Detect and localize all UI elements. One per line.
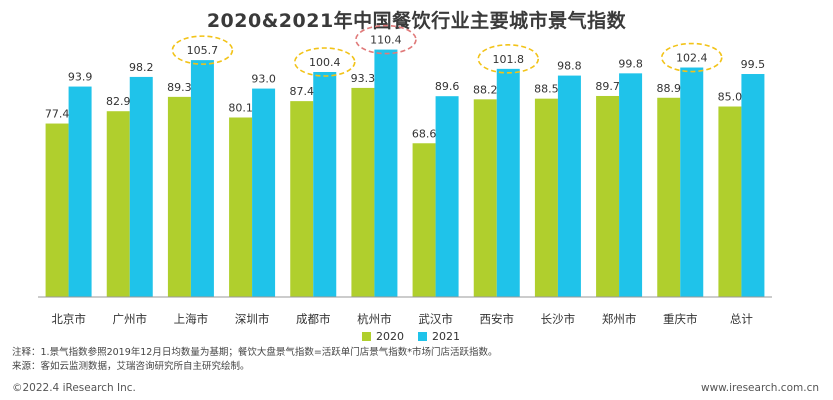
bar-2021-6 xyxy=(435,96,459,297)
highlight-ellipse-2 xyxy=(171,35,234,65)
bar-2021-11 xyxy=(741,74,765,297)
bar-2021-2 xyxy=(190,60,214,298)
bar-2020-3 xyxy=(229,117,253,298)
value-label-2021-7: 101.8 xyxy=(493,53,525,66)
value-label-2021-4: 100.4 xyxy=(309,56,341,69)
bar-chart: 77.4 93.9 82.9 98.2 89.3 105.7 80.1 93.0 87.4 100… xyxy=(38,24,772,326)
legend-label-2021: 2021 xyxy=(432,330,460,343)
bar-2020-10 xyxy=(657,97,681,297)
bar-2021-5 xyxy=(374,49,398,298)
value-label-2021-10: 102.4 xyxy=(676,52,708,65)
bar-2021-1 xyxy=(129,76,153,297)
bar-2021-0 xyxy=(68,86,92,298)
highlight-ellipse-7 xyxy=(477,44,540,74)
legend-swatch-2021 xyxy=(418,332,427,341)
bar-2020-11 xyxy=(718,106,742,297)
x-tick-label-7: 西安市 xyxy=(480,312,515,326)
value-label-2020-3: 80.1 xyxy=(228,101,253,114)
x-tick-label-11: 总计 xyxy=(730,312,753,326)
x-tick-label-4: 成都市 xyxy=(296,312,331,326)
value-label-2020-0: 77.4 xyxy=(45,108,70,121)
source-line: 来源：客如云监测数据，艾瑞咨询研究所自主研究绘制。 xyxy=(12,361,250,372)
value-labels-layer: 77.4 93.9 82.9 98.2 89.3 105.7 80.1 93.0 87.4 100… xyxy=(45,34,765,141)
website-link[interactable]: www.iresearch.com.cn xyxy=(700,382,819,394)
value-label-2020-1: 82.9 xyxy=(106,95,131,108)
bar-2021-3 xyxy=(252,88,276,298)
bar-2020-1 xyxy=(106,111,130,297)
bar-2021-9 xyxy=(619,73,643,298)
bar-2020-4 xyxy=(290,101,314,297)
x-tick-labels-layer: 北京市 广州市 上海市 深圳市 成都市 杭州市 武汉市 西安市 长沙市 郑州市 重庆市 总计 xyxy=(51,312,753,326)
value-label-2020-9: 89.7 xyxy=(595,80,620,93)
bar-2021-8 xyxy=(557,75,581,297)
bar-2021-4 xyxy=(313,71,337,297)
x-tick-label-3: 深圳市 xyxy=(235,312,270,326)
value-label-2021-1: 98.2 xyxy=(129,61,154,74)
value-label-2021-0: 93.9 xyxy=(68,71,93,84)
x-tick-label-5: 杭州市 xyxy=(357,312,392,326)
x-tick-label-9: 郑州市 xyxy=(602,312,637,326)
x-tick-label-2: 上海市 xyxy=(174,312,209,326)
chart-notes: 注释：1.景气指数参照2019年12月日均数量为基期；餐饮大盘景气指数=活跃单门… xyxy=(12,346,498,374)
x-tick-label-0: 北京市 xyxy=(51,312,86,326)
value-label-2021-2: 105.7 xyxy=(187,44,219,57)
bars-layer xyxy=(45,49,765,298)
value-label-2021-3: 93.0 xyxy=(251,73,276,86)
bar-2021-7 xyxy=(496,68,520,298)
value-label-2020-4: 87.4 xyxy=(290,85,315,98)
bar-2020-8 xyxy=(534,98,558,297)
legend-item-2021: 2021 xyxy=(418,330,460,343)
highlight-ellipse-10 xyxy=(660,42,723,73)
value-label-2020-7: 88.2 xyxy=(473,83,498,96)
bar-2020-6 xyxy=(412,143,436,297)
value-label-2021-11: 99.5 xyxy=(741,58,766,71)
bar-2021-10 xyxy=(680,67,704,297)
x-tick-label-10: 重庆市 xyxy=(663,312,698,326)
bar-2020-9 xyxy=(596,95,620,297)
bar-2020-7 xyxy=(473,99,497,298)
bar-2020-2 xyxy=(167,96,191,298)
highlight-ellipse-4 xyxy=(293,47,356,77)
bar-2020-0 xyxy=(45,123,69,297)
copyright-text: ©2022.4 iResearch Inc. xyxy=(12,382,136,394)
x-tick-label-6: 武汉市 xyxy=(418,312,453,326)
x-tick-label-8: 长沙市 xyxy=(541,312,576,326)
legend: 2020 2021 xyxy=(362,330,474,343)
value-label-2020-11: 85.0 xyxy=(718,91,743,104)
legend-label-2020: 2020 xyxy=(376,330,404,343)
value-label-2020-6: 68.6 xyxy=(412,127,437,140)
value-label-2020-10: 88.9 xyxy=(657,82,682,95)
legend-swatch-2020 xyxy=(362,332,371,341)
highlight-ellipses-layer xyxy=(171,24,723,77)
highlight-ellipse-5 xyxy=(355,24,417,55)
value-label-2020-8: 88.5 xyxy=(534,83,559,96)
legend-item-2020: 2020 xyxy=(362,330,404,343)
value-label-2021-6: 89.6 xyxy=(435,80,460,93)
bar-2020-5 xyxy=(351,87,375,297)
value-label-2020-5: 93.3 xyxy=(351,72,376,85)
value-label-2021-8: 98.8 xyxy=(557,60,582,73)
x-tick-label-1: 广州市 xyxy=(113,312,148,326)
note-line: 注释：1.景气指数参照2019年12月日均数量为基期；餐饮大盘景气指数=活跃单门… xyxy=(12,347,498,358)
chart-title: 2020&2021年中国餐饮行业主要城市景气指数 xyxy=(206,10,627,32)
value-label-2021-5: 110.4 xyxy=(370,34,402,47)
value-label-2020-2: 89.3 xyxy=(167,81,192,94)
value-label-2021-9: 99.8 xyxy=(618,57,643,70)
